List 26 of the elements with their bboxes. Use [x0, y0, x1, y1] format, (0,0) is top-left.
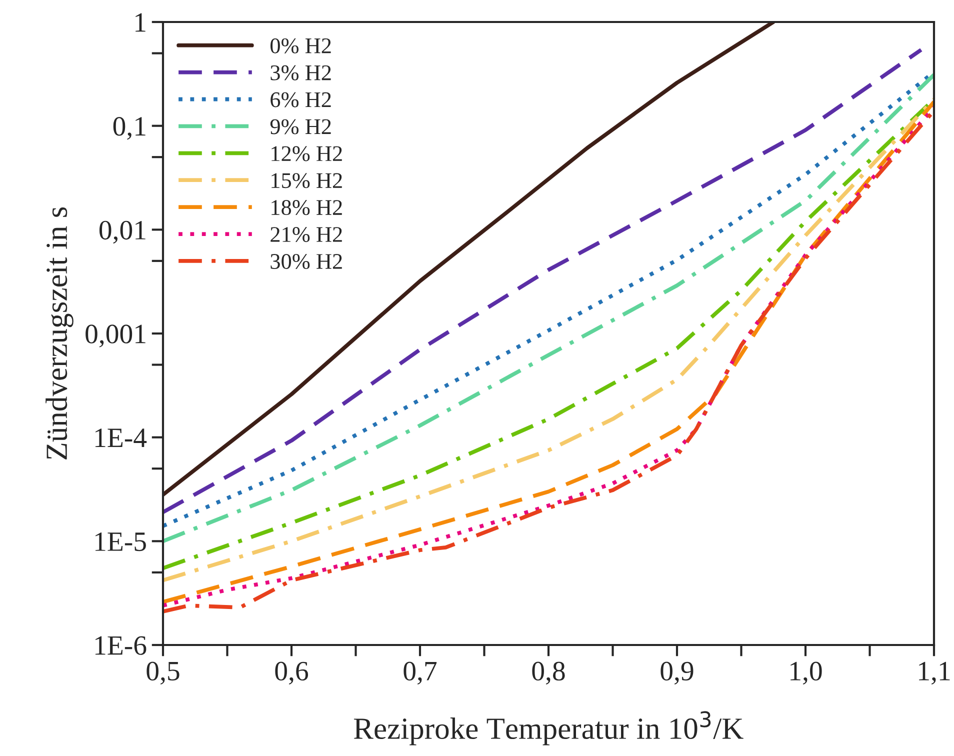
legend-label: 15% H2 — [272, 173, 342, 188]
legend-label: 3% H2 — [270, 65, 331, 80]
x-axis-title: Reziproke Temperatur in 10$^{3}$/K — [354, 711, 744, 746]
x-tick-label: 0,9 — [660, 662, 694, 685]
y-tick-label: 0,01 — [99, 220, 146, 244]
y-tick-label: 1E-6 — [95, 636, 146, 655]
legend-label: 12% H2 — [272, 146, 342, 162]
x-tick-label: 0,5 — [146, 662, 180, 685]
y-tick-label: 0,001 — [86, 324, 146, 348]
legend-label: 21% H2 — [270, 227, 342, 242]
y-axis-title: Zündverzugszeit in s — [46, 207, 74, 460]
x-tick-label: 1,1 — [919, 662, 950, 685]
legend-label: 30% H2 — [270, 254, 342, 270]
x-tick-label: 0,7 — [404, 662, 437, 685]
y-tick-label: 1E-5 — [95, 532, 146, 552]
legend-label: 18% H2 — [272, 200, 342, 216]
legend-label: 0% H2 — [270, 38, 331, 54]
x-tick-label: 1,0 — [790, 662, 822, 685]
y-tick-label: 0,1 — [113, 117, 146, 140]
line-series — [163, 22, 776, 497]
y-tick-label: 1 — [136, 13, 146, 32]
x-tick-label: 0,8 — [532, 662, 565, 685]
x-tick-label: 0,6 — [275, 662, 308, 685]
legend-label: 6% H2 — [270, 92, 331, 108]
legend-label: 9% H2 — [270, 119, 331, 134]
y-tick-label: 1E-4 — [95, 428, 147, 447]
